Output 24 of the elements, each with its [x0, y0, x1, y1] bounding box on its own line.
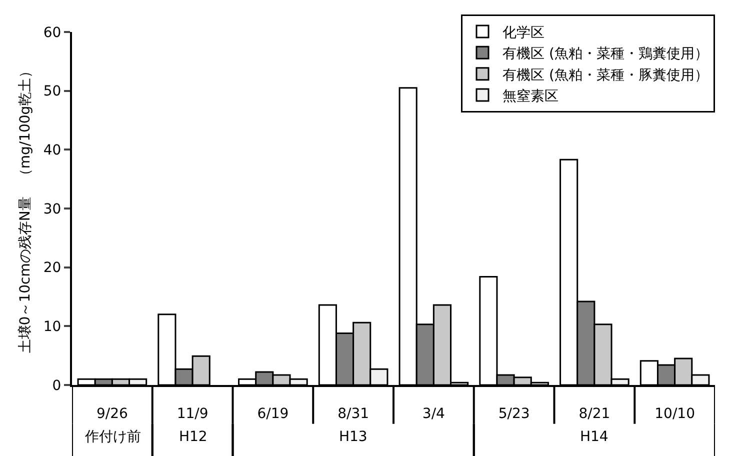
y-tick-label: 60 — [43, 24, 62, 41]
x-tick-label: 6/19 — [257, 406, 289, 422]
y-tick-label: 0 — [52, 378, 62, 394]
x-tick-label: 3/4 — [422, 406, 446, 422]
y-axis-title: 土壌0～10cmの残存N量 （mg/100g乾土） — [17, 64, 34, 354]
y-tick-label: 50 — [43, 84, 62, 100]
legend-label: 有機区 (魚粕・菜種・豚糞使用） — [502, 67, 708, 84]
x-tick-label: 8/21 — [578, 406, 610, 422]
text: 作付け前 — [84, 429, 141, 445]
x-tick-label: 11/9 — [176, 406, 208, 422]
y-tick-label: 30 — [43, 201, 62, 218]
x-tick-label: 5/23 — [498, 406, 530, 422]
text: H12 — [179, 429, 208, 445]
y-tick-label: 10 — [43, 319, 62, 336]
text: H14 — [580, 429, 608, 445]
y-tick-label: 40 — [43, 142, 62, 159]
legend-label: 化学区 — [502, 24, 544, 41]
x-tick-label: 9/26 — [96, 406, 128, 422]
y-tick-label: 20 — [43, 260, 62, 276]
x-tick-label: 10/10 — [654, 406, 695, 422]
x-tick-label: 8/31 — [338, 406, 370, 422]
legend-label: 有機区 (魚粕・菜種・鶏糞使用） — [502, 46, 708, 62]
legend-label: 無窒素区 — [502, 88, 558, 105]
text: H13 — [339, 429, 368, 445]
